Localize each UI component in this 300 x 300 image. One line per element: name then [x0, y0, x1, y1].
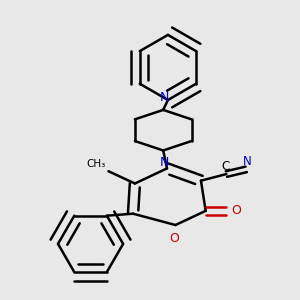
Text: N: N [160, 156, 169, 169]
Text: N: N [243, 155, 252, 168]
Text: C: C [221, 160, 229, 172]
Text: O: O [169, 232, 179, 245]
Text: O: O [232, 204, 242, 218]
Text: CH₃: CH₃ [86, 159, 106, 169]
Text: N: N [160, 91, 169, 104]
